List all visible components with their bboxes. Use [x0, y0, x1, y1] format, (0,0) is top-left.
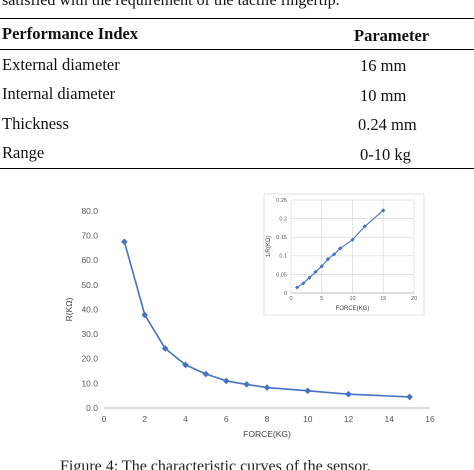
y-tick-label: 30.0 [81, 329, 98, 339]
performance-table: Performance Index Parameter External dia… [0, 18, 474, 169]
data-point [161, 345, 169, 352]
y-tick-label: 0.05 [276, 272, 287, 278]
x-tick-label: 8 [265, 414, 270, 424]
data-point [301, 281, 306, 286]
table-row: External diameter 16 mm [0, 50, 474, 80]
table-cell-index: Internal diameter [2, 84, 116, 104]
x-tick-label: 20 [411, 296, 417, 302]
figure-caption-bottom: Figure 4: The characteristic curves of t… [60, 458, 371, 470]
y-tick-label: 0.2 [279, 217, 287, 223]
data-point [319, 264, 324, 269]
y-tick-label: 80.0 [81, 206, 98, 216]
data-point [338, 246, 343, 251]
data-point [350, 237, 355, 242]
series-line [296, 209, 384, 288]
x-tick-label: 4 [183, 414, 188, 424]
data-point [307, 275, 312, 280]
data-point [362, 224, 367, 229]
x-axis-title: FORCE(KG) [243, 429, 291, 439]
data-point [406, 393, 413, 401]
data-point [182, 361, 189, 369]
table-row: Thickness 0.24 mm [0, 109, 474, 139]
x-tick-label: 2 [142, 414, 147, 424]
x-tick-label: 15 [380, 296, 386, 302]
inset-frame [263, 193, 425, 316]
y-tick-label: 20.0 [81, 354, 98, 364]
y-axis-title: R(KΩ) [64, 297, 74, 321]
y-tick-label: 0.15 [276, 235, 287, 241]
y-tick-label: 0.25 [276, 198, 287, 204]
header-performance-index: Performance Index [0, 18, 474, 50]
data-point [304, 387, 312, 395]
x-tick-label: 10 [303, 414, 313, 424]
x-axis-title: FORCE(KG) [336, 306, 370, 312]
y-axis-title: 1/R(KΩ) [266, 236, 272, 258]
x-tick-label: 5 [320, 296, 323, 302]
table-row: Internal diameter 10 mm [0, 80, 474, 110]
table-header-row: Performance Index Parameter [0, 18, 474, 50]
y-tick-label: 0 [284, 291, 287, 297]
x-tick-label: 0 [102, 414, 107, 424]
y-tick-label: 50.0 [81, 280, 98, 290]
y-tick-label: 40.0 [81, 304, 98, 314]
data-point [345, 390, 352, 398]
table-cell-index: Range [0, 138, 474, 169]
data-point [263, 384, 271, 391]
x-tick-label: 0 [289, 296, 292, 302]
x-tick-label: 12 [344, 414, 354, 424]
data-point [243, 381, 250, 388]
x-tick-label: 16 [425, 414, 435, 424]
data-point [295, 285, 300, 290]
data-point [202, 370, 210, 378]
x-tick-label: 14 [385, 414, 395, 424]
table-cell-index: Thickness [2, 113, 69, 133]
inset-chart: 0 0.05 0.1 0.15 0.2 0.25 0 5 10 15 20 FORCE(KG) 1/R(… [263, 193, 425, 316]
y-tick-label: 60.0 [81, 255, 98, 265]
data-point [331, 252, 337, 257]
y-tick-label: 70.0 [81, 231, 98, 241]
main-chart: 0.0 10.0 20.0 30.0 40.0 50.0 60.0 70.0 80.0 0 2 4 6 8… [64, 206, 435, 439]
data-point [121, 238, 128, 246]
data-point [381, 208, 386, 213]
table-cell-index: External diameter [2, 54, 120, 74]
data-point [141, 311, 149, 319]
x-tick-label: 10 [349, 296, 355, 302]
y-tick-label: 10.0 [81, 378, 98, 388]
data-point [325, 257, 330, 262]
y-tick-label: 0.0 [86, 403, 98, 413]
series-line [123, 241, 410, 398]
x-tick-label: 6 [224, 414, 229, 424]
table-row: Range 0-10 kg [0, 138, 474, 169]
y-tick-label: 0.1 [279, 254, 287, 260]
data-point [313, 269, 318, 274]
data-point [222, 377, 230, 385]
figure-caption-top: satisfied with the requirement of the ta… [2, 0, 340, 9]
